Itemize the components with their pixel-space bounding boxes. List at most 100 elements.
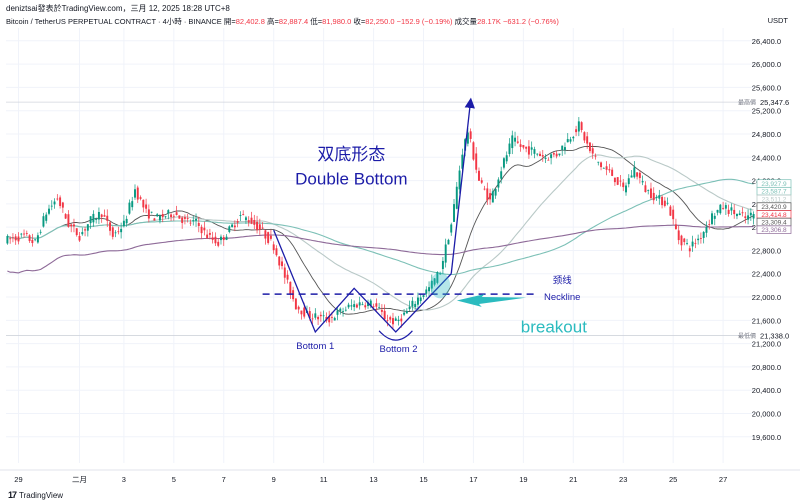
candle-body bbox=[641, 181, 644, 183]
candle-body bbox=[95, 218, 98, 220]
candle-body bbox=[59, 197, 62, 206]
open-label: 開= bbox=[223, 17, 236, 26]
candle-body bbox=[552, 153, 555, 155]
symbol-name[interactable]: Bitcoin / TetherUS PERPETUAL CONTRACT · … bbox=[6, 17, 222, 26]
candle-body bbox=[577, 121, 580, 132]
candle-body bbox=[67, 214, 70, 227]
currency-label[interactable]: USDT bbox=[767, 16, 788, 25]
candle-body bbox=[244, 217, 247, 221]
price-tag-box bbox=[756, 225, 792, 234]
candle-body bbox=[367, 302, 369, 307]
candle-body bbox=[516, 141, 519, 143]
price-tag-value: 23,309.4 bbox=[761, 220, 787, 227]
tradingview-brand-label: TradingView bbox=[19, 490, 64, 500]
price-tag-value: 23,414.8 bbox=[761, 212, 787, 219]
candle-body bbox=[23, 233, 26, 235]
candle-body bbox=[530, 147, 533, 150]
candle-body bbox=[650, 188, 652, 199]
candle-body bbox=[661, 196, 664, 206]
price-tag-value: 23,420.9 bbox=[761, 204, 787, 211]
candle-body bbox=[744, 216, 747, 219]
candle-body bbox=[458, 170, 461, 190]
candle-body bbox=[45, 214, 48, 221]
candle-body bbox=[103, 215, 106, 217]
candle-body bbox=[281, 261, 283, 267]
symbol-info-row: Bitcoin / TetherUS PERPETUAL CONTRACT · … bbox=[6, 16, 559, 27]
candle-body bbox=[114, 232, 117, 234]
candle-body bbox=[350, 305, 353, 307]
candle-body bbox=[145, 204, 148, 209]
candle-body bbox=[436, 272, 439, 283]
candle-body bbox=[186, 218, 189, 219]
candle-body bbox=[78, 235, 81, 241]
candle-body bbox=[461, 154, 464, 169]
candle-body bbox=[408, 306, 411, 310]
candle-body bbox=[500, 171, 503, 179]
tradingview-brand[interactable]: 17 TradingView bbox=[8, 490, 63, 500]
candle-body bbox=[322, 315, 325, 317]
candle-body bbox=[178, 215, 181, 219]
candle-body bbox=[347, 304, 350, 308]
x-tick-label: 15 bbox=[419, 475, 427, 484]
price-tag-value: 21,338.0 bbox=[760, 332, 789, 341]
candle-body bbox=[242, 214, 245, 215]
candle-body bbox=[544, 157, 547, 159]
candle-body bbox=[655, 196, 658, 198]
candle-body bbox=[455, 186, 458, 209]
y-tick-label: 25,600.0 bbox=[752, 83, 781, 92]
candle-body bbox=[453, 204, 455, 222]
candle-body bbox=[716, 209, 719, 213]
candle-body bbox=[289, 281, 292, 295]
candle-body bbox=[600, 162, 603, 168]
candle-body bbox=[386, 320, 389, 321]
candle-body bbox=[564, 147, 566, 150]
candle-body bbox=[572, 136, 575, 139]
candle-body bbox=[411, 300, 414, 307]
candle-body bbox=[355, 304, 358, 308]
candle-body bbox=[236, 221, 239, 223]
candle-body bbox=[222, 237, 225, 241]
candle-body bbox=[39, 231, 42, 233]
candle-body bbox=[591, 148, 594, 154]
candle-body bbox=[336, 310, 339, 315]
bottom2-arc bbox=[378, 330, 413, 341]
candle-body bbox=[475, 153, 478, 170]
candle-body bbox=[383, 310, 386, 320]
moving-average-20 bbox=[7, 145, 754, 315]
candle-body bbox=[539, 153, 541, 157]
candle-body bbox=[317, 316, 320, 320]
candle-body bbox=[214, 236, 217, 244]
low-label: 低= bbox=[310, 17, 323, 26]
candle-body bbox=[677, 230, 680, 241]
candle-body bbox=[735, 213, 738, 217]
candle-body bbox=[378, 307, 381, 309]
candle-body bbox=[206, 234, 209, 239]
candle-body bbox=[533, 149, 536, 154]
bottom2-label: Bottom 2 bbox=[380, 344, 418, 355]
x-tick-label: 13 bbox=[369, 475, 377, 484]
breakout-arrow bbox=[456, 294, 527, 307]
neckline-label-en: Neckline bbox=[544, 292, 580, 303]
y-tick-label: 20,800.0 bbox=[752, 363, 781, 372]
candle-body bbox=[81, 232, 84, 235]
candle-body bbox=[688, 248, 691, 252]
candle-body bbox=[42, 216, 45, 227]
candle-body bbox=[611, 169, 614, 176]
candle-body bbox=[680, 235, 683, 246]
candle-body bbox=[175, 212, 178, 215]
candle-body bbox=[674, 224, 677, 230]
candle-body bbox=[713, 215, 716, 219]
x-tick-label: 17 bbox=[469, 475, 477, 484]
candle-body bbox=[231, 224, 234, 227]
candle-body bbox=[414, 303, 417, 308]
candle-body bbox=[741, 212, 744, 214]
x-tick-label: 29 bbox=[14, 475, 22, 484]
candle-body bbox=[308, 311, 311, 318]
close-value: 82,250.0 bbox=[365, 17, 395, 26]
pattern-title-en: Double Bottom bbox=[295, 170, 407, 189]
candle-body bbox=[225, 236, 228, 240]
candle-body bbox=[36, 235, 39, 243]
candle-body bbox=[189, 222, 192, 224]
candle-body bbox=[181, 217, 184, 223]
